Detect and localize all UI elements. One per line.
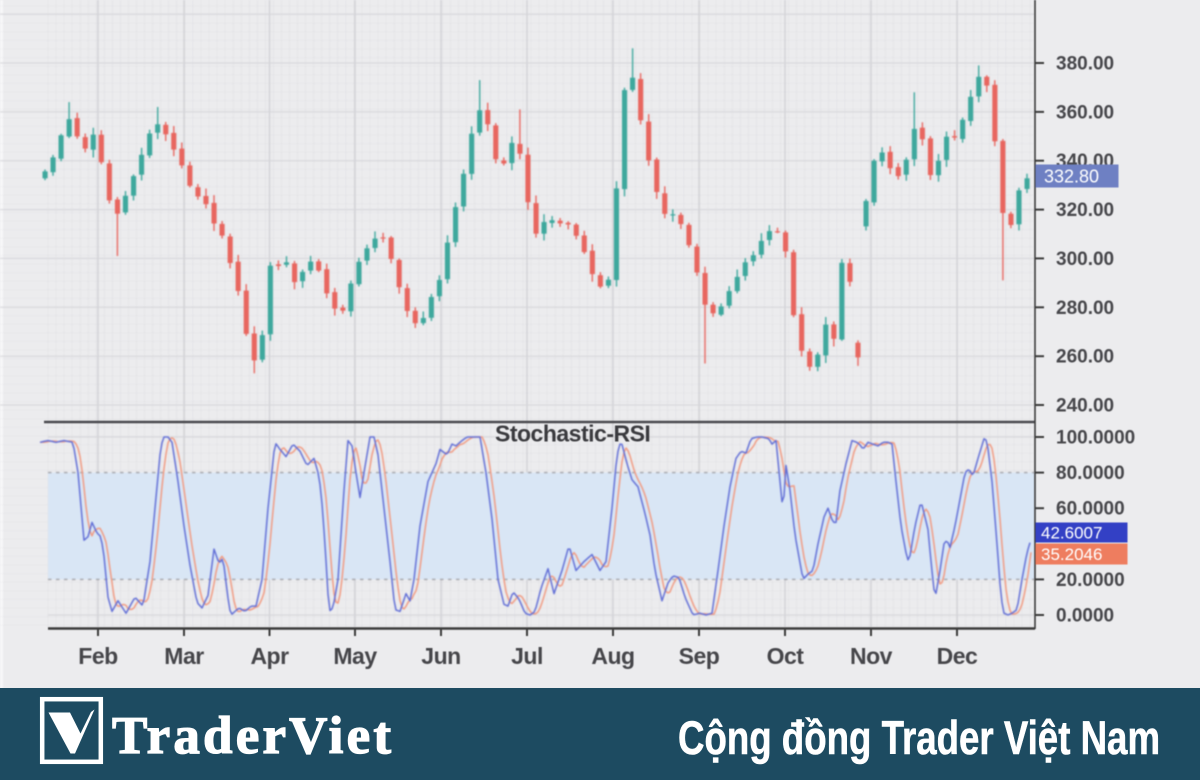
svg-text:320.00: 320.00	[1056, 200, 1114, 221]
svg-text:20.0000: 20.0000	[1056, 570, 1125, 591]
svg-text:Sep: Sep	[679, 643, 720, 669]
svg-text:May: May	[333, 643, 377, 669]
svg-text:80.0000: 80.0000	[1056, 463, 1125, 484]
svg-text:35.2046: 35.2046	[1041, 545, 1102, 564]
svg-text:240.00: 240.00	[1056, 396, 1114, 417]
svg-text:Nov: Nov	[850, 643, 893, 669]
svg-text:Jun: Jun	[421, 643, 460, 669]
svg-text:0.0000: 0.0000	[1056, 606, 1114, 627]
svg-text:Aug: Aug	[591, 643, 634, 669]
svg-text:260.00: 260.00	[1056, 347, 1114, 368]
svg-text:100.0000: 100.0000	[1056, 428, 1135, 449]
svg-text:280.00: 280.00	[1056, 298, 1114, 319]
svg-text:380.00: 380.00	[1056, 54, 1114, 75]
svg-text:Stochastic-RSI: Stochastic-RSI	[495, 421, 650, 447]
svg-text:Oct: Oct	[767, 643, 805, 669]
svg-text:60.0000: 60.0000	[1056, 499, 1125, 520]
svg-text:360.00: 360.00	[1056, 102, 1114, 123]
svg-text:Mar: Mar	[164, 643, 204, 669]
svg-text:Apr: Apr	[250, 643, 289, 669]
svg-text:42.6007: 42.6007	[1041, 524, 1102, 543]
svg-text:Jul: Jul	[511, 643, 543, 669]
svg-text:300.00: 300.00	[1056, 249, 1114, 270]
svg-text:Feb: Feb	[78, 643, 118, 669]
svg-text:Dec: Dec	[937, 643, 978, 669]
svg-text:332.80: 332.80	[1044, 167, 1099, 187]
